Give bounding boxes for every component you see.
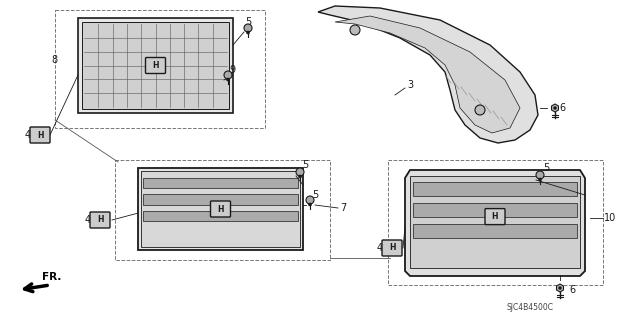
Circle shape bbox=[306, 196, 314, 204]
Polygon shape bbox=[557, 284, 563, 292]
Polygon shape bbox=[552, 104, 559, 112]
Text: FR.: FR. bbox=[42, 272, 61, 282]
Bar bbox=[388, 160, 603, 285]
Bar bbox=[143, 211, 298, 221]
Bar bbox=[410, 176, 580, 268]
Bar bbox=[413, 182, 577, 196]
Text: 8: 8 bbox=[51, 55, 57, 65]
Polygon shape bbox=[335, 16, 520, 133]
Polygon shape bbox=[405, 170, 585, 276]
Text: SJC4B4500C: SJC4B4500C bbox=[506, 303, 554, 313]
Circle shape bbox=[246, 31, 250, 34]
Text: 5: 5 bbox=[312, 190, 318, 200]
Text: 6: 6 bbox=[559, 103, 565, 113]
Text: 7: 7 bbox=[340, 203, 346, 213]
Text: H: H bbox=[217, 204, 224, 213]
Circle shape bbox=[350, 25, 360, 35]
Circle shape bbox=[475, 105, 485, 115]
Text: H: H bbox=[492, 212, 499, 221]
Bar bbox=[115, 160, 330, 260]
Text: 4: 4 bbox=[377, 243, 383, 253]
Circle shape bbox=[227, 78, 230, 81]
Circle shape bbox=[298, 175, 301, 178]
FancyBboxPatch shape bbox=[382, 240, 402, 256]
Circle shape bbox=[224, 71, 232, 79]
Text: H: H bbox=[388, 243, 396, 253]
Text: H: H bbox=[36, 130, 44, 139]
Circle shape bbox=[554, 107, 557, 109]
Text: 9: 9 bbox=[229, 65, 235, 75]
Bar bbox=[141, 171, 300, 247]
Circle shape bbox=[538, 178, 541, 181]
Text: 6: 6 bbox=[569, 285, 575, 295]
Text: H: H bbox=[97, 216, 103, 225]
Text: 5: 5 bbox=[302, 160, 308, 170]
Circle shape bbox=[536, 171, 544, 179]
FancyBboxPatch shape bbox=[30, 127, 50, 143]
Text: 10: 10 bbox=[604, 213, 616, 223]
Circle shape bbox=[308, 203, 312, 206]
FancyBboxPatch shape bbox=[145, 57, 166, 73]
FancyBboxPatch shape bbox=[211, 201, 230, 217]
Text: 4: 4 bbox=[85, 215, 91, 225]
Bar bbox=[413, 224, 577, 238]
Text: 4: 4 bbox=[25, 130, 31, 140]
Bar bbox=[55, 10, 265, 128]
FancyBboxPatch shape bbox=[485, 209, 505, 225]
Bar bbox=[413, 203, 577, 217]
Bar bbox=[138, 168, 303, 250]
Bar bbox=[143, 178, 298, 189]
Bar bbox=[143, 194, 298, 205]
Circle shape bbox=[244, 24, 252, 32]
Bar bbox=[82, 22, 229, 109]
Text: H: H bbox=[152, 61, 159, 70]
FancyBboxPatch shape bbox=[90, 212, 110, 228]
Circle shape bbox=[296, 168, 304, 176]
Text: 3: 3 bbox=[407, 80, 413, 90]
Text: 5: 5 bbox=[245, 17, 251, 27]
Text: 5: 5 bbox=[543, 163, 549, 173]
Polygon shape bbox=[318, 6, 538, 143]
Bar bbox=[78, 18, 233, 113]
Circle shape bbox=[559, 286, 561, 290]
